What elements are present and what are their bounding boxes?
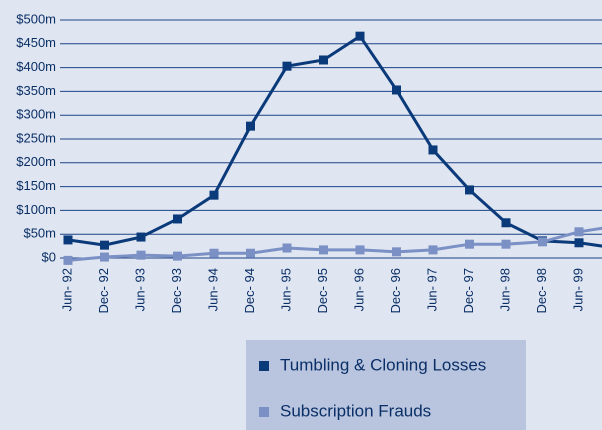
x-tick-label: Jun- 97: [424, 268, 439, 311]
x-tick-label: Dec- 97: [461, 268, 476, 314]
x-tick-label: Dec- 96: [388, 268, 403, 314]
point-marker: [392, 85, 401, 95]
point-marker: [100, 240, 109, 250]
point-marker: [63, 235, 73, 245]
y-tick-label: $50m: [23, 226, 56, 241]
legend-swatch: [259, 361, 269, 371]
point-marker: [136, 250, 146, 260]
point-marker: [100, 252, 109, 262]
point-marker: [355, 31, 365, 41]
x-tick-label: Jun- 96: [351, 268, 366, 311]
point-marker: [246, 248, 255, 258]
point-marker: [355, 245, 365, 255]
legend-box: [246, 340, 526, 430]
point-marker: [282, 61, 292, 71]
point-marker: [209, 248, 219, 258]
legend-label: Tumbling & Cloning Losses: [280, 355, 486, 374]
point-marker: [173, 251, 182, 261]
y-tick-label: $500m: [16, 11, 56, 26]
point-marker: [392, 247, 401, 257]
point-marker: [282, 243, 292, 253]
y-tick-label: $150m: [16, 178, 56, 193]
y-tick-label: $450m: [16, 35, 56, 50]
point-marker: [538, 237, 547, 247]
point-marker: [319, 55, 328, 65]
point-marker: [465, 185, 474, 195]
legend-swatch: [259, 407, 269, 417]
x-tick-label: Dec- 93: [169, 268, 184, 314]
x-tick-label: Jun- 98: [497, 268, 512, 311]
point-marker: [465, 239, 474, 249]
y-tick-label: $250m: [16, 130, 56, 145]
point-marker: [574, 238, 584, 248]
x-tick-label: Jun- 95: [278, 268, 293, 311]
x-tick-label: Jun- 93: [132, 268, 147, 311]
y-tick-label: $100m: [16, 202, 56, 217]
x-tick-label: Dec- 92: [96, 268, 111, 314]
x-tick-label: Jun- 92: [59, 268, 74, 311]
legend-label: Subscription Frauds: [280, 401, 431, 420]
y-tick-label: $300m: [16, 107, 56, 122]
x-tick-label: Jun- 99: [570, 268, 585, 311]
x-tick-label: Dec- 98: [534, 268, 549, 314]
point-marker: [63, 255, 73, 265]
point-marker: [209, 190, 219, 200]
y-tick-label: $400m: [16, 59, 56, 74]
series-line: [67, 34, 602, 248]
point-marker: [501, 239, 511, 249]
point-marker: [428, 145, 438, 155]
y-tick-label: $350m: [16, 83, 56, 98]
x-tick-label: Dec- 95: [315, 268, 330, 314]
x-tick-label: Jun- 94: [205, 268, 220, 311]
point-marker: [428, 245, 438, 255]
point-marker: [574, 227, 584, 237]
point-marker: [246, 121, 255, 131]
point-marker: [319, 245, 328, 255]
y-tick-label: $200m: [16, 154, 56, 169]
series-line: [67, 226, 602, 262]
point-marker: [501, 218, 511, 228]
y-tick-label: $0: [42, 249, 56, 264]
point-marker: [136, 232, 146, 242]
x-tick-label: Dec- 94: [242, 268, 257, 314]
point-marker: [173, 214, 182, 224]
